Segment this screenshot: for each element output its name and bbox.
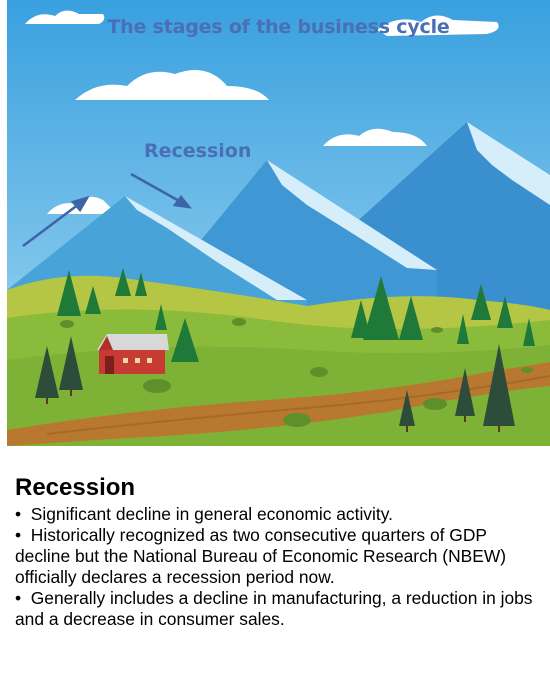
stage-label: Recession <box>144 140 252 162</box>
scene-title: The stages of the business cycle <box>107 16 450 38</box>
bullet-text: Historically recognized as two consecuti… <box>15 525 507 587</box>
landscape-illustration <box>7 0 550 446</box>
arrow-up-icon <box>22 195 90 247</box>
tree-icon <box>57 268 535 362</box>
bullet-text: Generally includes a decline in manufact… <box>15 588 533 629</box>
barn-icon <box>97 334 169 374</box>
bullet-mark: • <box>15 504 22 524</box>
bullet-text: Significant decline in general economic … <box>30 504 393 524</box>
bullet-item: • Generally includes a decline in manufa… <box>15 588 540 630</box>
cloud-icon <box>25 10 499 214</box>
bullet-item: • Significant decline in general economi… <box>15 504 540 525</box>
bullet-list: • Significant decline in general economi… <box>15 504 540 630</box>
panel-heading: Recession <box>15 474 136 501</box>
description-panel: Recession • Significant decline in gener… <box>15 474 540 630</box>
bullet-item: • Historically recognized as two consecu… <box>15 525 540 588</box>
bullet-mark: • <box>15 525 22 545</box>
bullet-mark: • <box>15 588 22 608</box>
dirt-path <box>7 362 550 446</box>
arrow-down-icon <box>130 172 192 209</box>
